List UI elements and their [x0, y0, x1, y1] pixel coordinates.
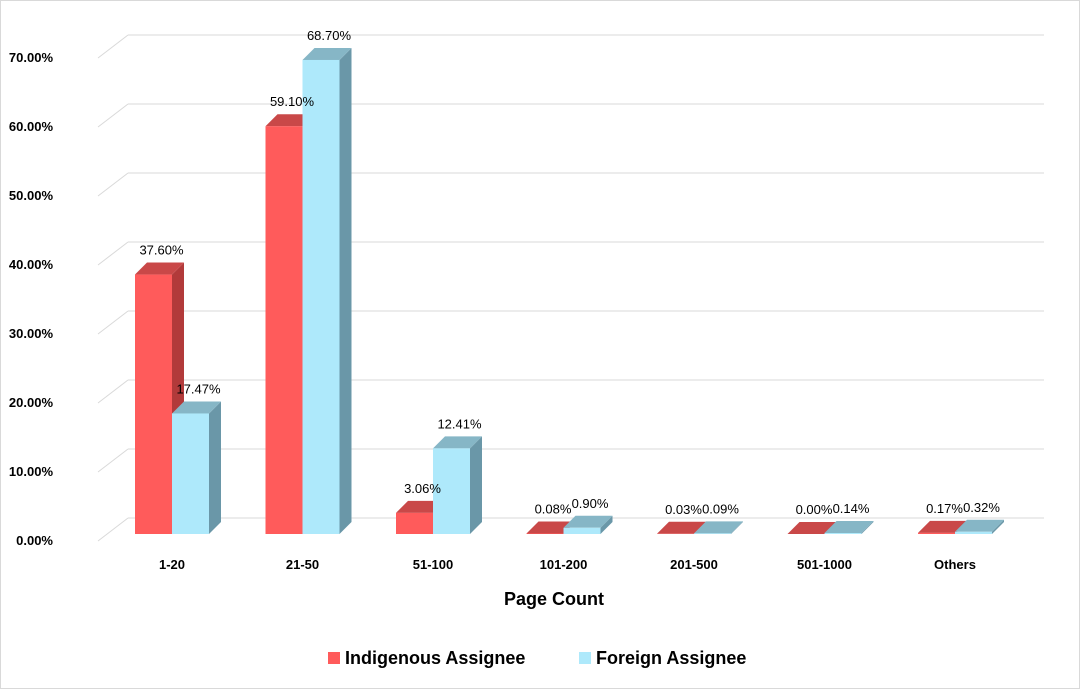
bar: [303, 48, 352, 534]
data-label: 0.14%: [833, 501, 870, 516]
x-axis-title: Page Count: [504, 589, 604, 609]
data-label: 0.08%: [535, 501, 572, 516]
gridline-edge: [98, 173, 128, 196]
legend-label: Indigenous Assignee: [345, 648, 525, 668]
bar-front: [694, 533, 731, 534]
data-label: 0.32%: [963, 500, 1000, 515]
gridlines: [98, 35, 1044, 541]
bar-front: [135, 275, 172, 534]
x-tick-label: 21-50: [286, 557, 319, 572]
legend-swatch: [579, 652, 591, 664]
data-label: 12.41%: [437, 416, 482, 431]
gridline-edge: [98, 380, 128, 403]
bar-side: [470, 436, 482, 534]
legend-swatch: [328, 652, 340, 664]
data-label: 0.00%: [796, 502, 833, 517]
bar-front: [825, 533, 862, 534]
legend-item: Indigenous Assignee: [328, 648, 525, 668]
y-tick-label: 0.00%: [16, 533, 53, 548]
bar-front: [918, 533, 955, 534]
data-label: 3.06%: [404, 481, 441, 496]
y-tick-label: 50.00%: [9, 188, 54, 203]
gridline-edge: [98, 104, 128, 127]
x-tick-label: 201-500: [670, 557, 718, 572]
data-label: 0.90%: [572, 496, 609, 511]
data-label: 59.10%: [270, 94, 315, 109]
data-label: 37.60%: [139, 243, 184, 258]
legend: Indigenous Assignee Foreign Assignee: [328, 648, 746, 668]
bar-front: [564, 528, 601, 534]
bar-front: [303, 60, 340, 534]
bar-front: [266, 126, 303, 534]
bars: [135, 48, 1004, 534]
bar-side: [340, 48, 352, 534]
data-label: 0.17%: [926, 501, 963, 516]
legend-item: Foreign Assignee: [579, 648, 746, 668]
y-tick-label: 30.00%: [9, 326, 54, 341]
bar-side: [209, 401, 221, 534]
data-label: 0.03%: [665, 502, 702, 517]
x-tick-label: Others: [934, 557, 976, 572]
bar: [564, 516, 613, 534]
y-tick-label: 10.00%: [9, 464, 54, 479]
x-axis-ticks: 1-20 21-50 51-100 101-200 201-500 501-1000 Oth…: [159, 557, 976, 572]
legend-label: Foreign Assignee: [596, 648, 746, 668]
x-tick-label: 51-100: [413, 557, 453, 572]
bar-front: [955, 532, 992, 534]
gridline-edge: [98, 242, 128, 265]
y-tick-label: 40.00%: [9, 257, 54, 272]
data-label: 68.70%: [307, 28, 352, 43]
gridline-edge: [98, 518, 128, 541]
gridline-edge: [98, 311, 128, 334]
bar-front: [172, 413, 209, 534]
bar: [172, 401, 221, 534]
y-tick-label: 70.00%: [9, 50, 54, 65]
x-tick-label: 1-20: [159, 557, 185, 572]
data-label: 0.09%: [702, 501, 739, 516]
y-axis-ticks: 0.00% 10.00% 20.00% 30.00% 40.00% 50.00% 60.00…: [9, 50, 54, 548]
y-tick-label: 60.00%: [9, 119, 54, 134]
x-tick-label: 501-1000: [797, 557, 852, 572]
y-tick-label: 20.00%: [9, 395, 54, 410]
bar-front: [527, 533, 564, 534]
gridline-edge: [98, 449, 128, 472]
gridline-edge: [98, 35, 128, 58]
x-tick-label: 101-200: [540, 557, 588, 572]
data-label: 17.47%: [176, 381, 221, 396]
bar-front: [396, 513, 433, 534]
